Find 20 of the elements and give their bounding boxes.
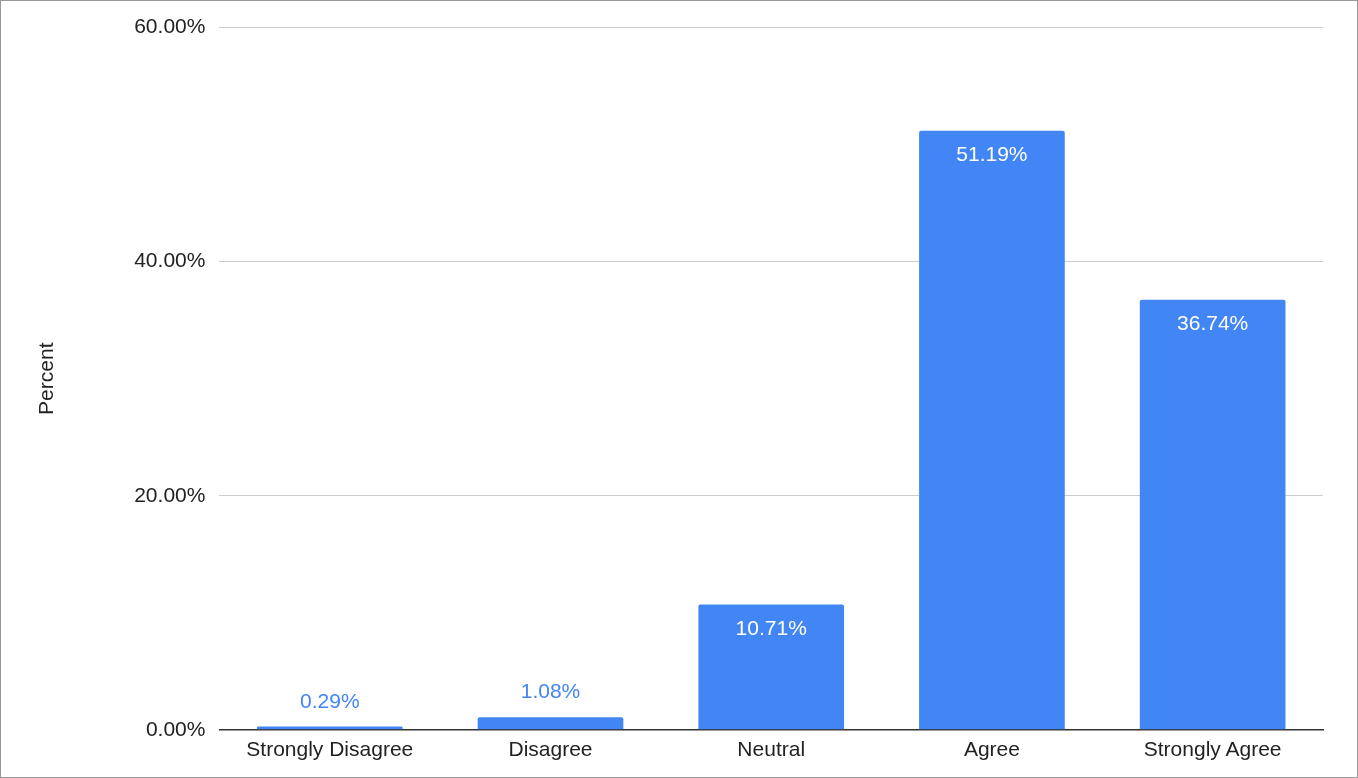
y-tick-label: 60.00% [134, 14, 206, 38]
bar [1139, 299, 1286, 730]
x-tick-label: Strongly Disagree [246, 737, 414, 761]
data-label: 51.19% [956, 142, 1028, 165]
bar [919, 130, 1065, 730]
y-axis-title: Percent [34, 342, 58, 415]
x-tick-label: Neutral [737, 737, 806, 761]
bar [477, 717, 624, 730]
data-label: 1.08% [520, 679, 581, 703]
data-label: 0.29% [300, 688, 360, 712]
y-tick-label: 20.00% [134, 482, 206, 506]
x-tick-label: Strongly Agree [1143, 737, 1282, 761]
data-label: 36.74% [1177, 311, 1249, 335]
x-tick-label: Disagree [508, 737, 593, 761]
x-tick-label: Agree [963, 737, 1020, 761]
y-tick-label: 0.00% [145, 716, 206, 740]
y-tick-label: 40.00% [134, 248, 206, 272]
data-label: 10.71% [735, 615, 807, 639]
bar [256, 726, 403, 730]
bar [698, 604, 845, 730]
